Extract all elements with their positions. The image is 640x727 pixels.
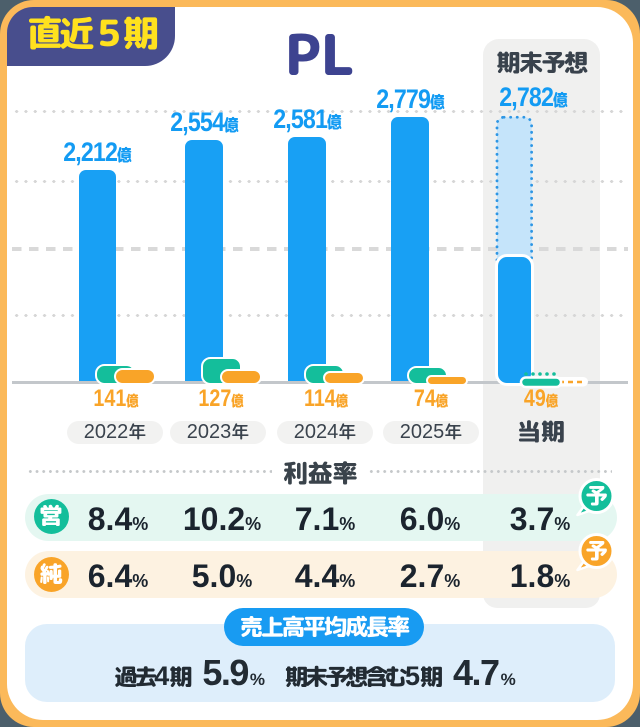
svg-text:予: 予 (585, 484, 607, 509)
svg-text:予: 予 (585, 539, 607, 564)
